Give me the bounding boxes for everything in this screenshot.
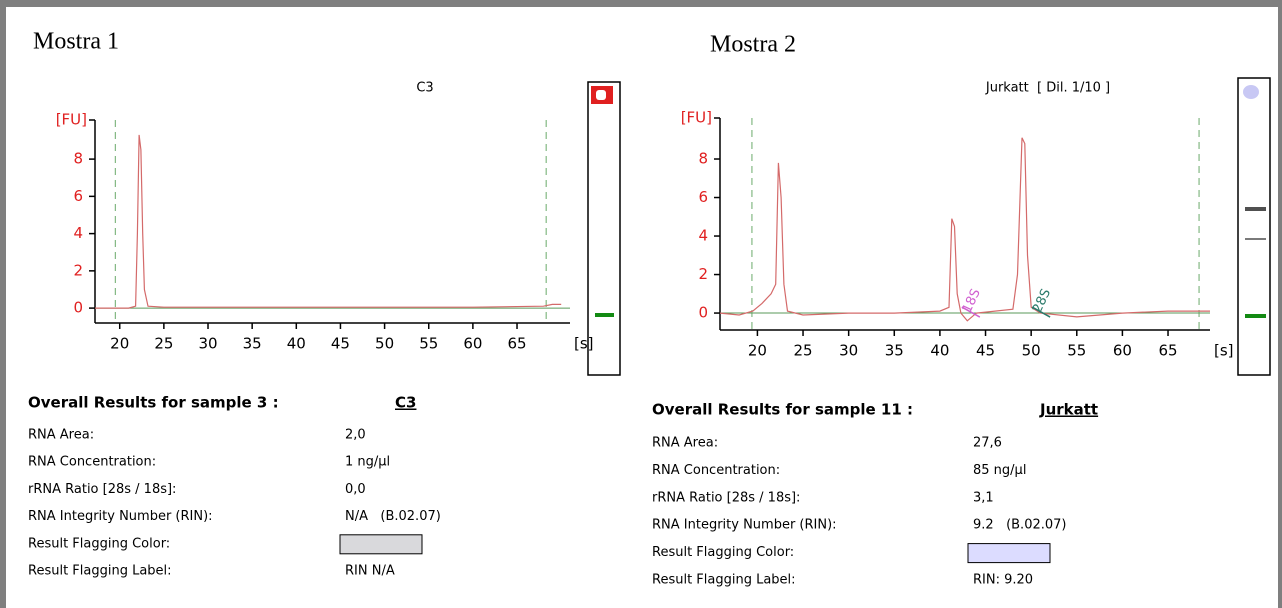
gel-band	[1245, 314, 1266, 318]
y-tick-label: 2	[698, 265, 708, 283]
chart-title: Jurkatt [ Dil. 1/10 ]	[985, 81, 1110, 96]
y-tick-label: 4	[698, 227, 708, 245]
x-tick-label: 40	[930, 342, 949, 360]
results-sample: Jurkatt	[1039, 401, 1098, 419]
x-tick-label: 20	[110, 335, 129, 353]
result-value: 3,1	[973, 490, 994, 505]
x-axis-label: [s]	[1214, 342, 1234, 360]
gel-band	[1245, 238, 1266, 240]
flag-color	[968, 544, 1050, 563]
x-tick-label: 25	[154, 335, 173, 353]
result-label: RNA Integrity Number (RIN):	[652, 518, 837, 533]
result-label: RNA Concentration:	[28, 455, 156, 470]
results-title: Overall Results for sample 11 :	[652, 401, 913, 419]
y-tick-label: 8	[698, 150, 708, 168]
y-tick-label: 2	[73, 261, 83, 279]
result-label: Result Flagging Color:	[652, 545, 794, 560]
result-label: Result Flagging Color:	[28, 536, 170, 551]
result-value: RIN: 9.20	[973, 573, 1033, 588]
panel-label: Mostra 1	[33, 29, 119, 55]
results-title: Overall Results for sample 3 :	[28, 394, 279, 412]
flag-color	[340, 535, 422, 554]
result-value: 27,6	[973, 436, 1002, 451]
x-tick-label: 65	[507, 335, 526, 353]
x-tick-label: 50	[375, 335, 394, 353]
gel-lane	[588, 82, 620, 375]
result-value: 0,0	[345, 482, 366, 497]
x-tick-label: 35	[885, 342, 904, 360]
x-tick-label: 55	[1067, 342, 1086, 360]
y-tick-label: 8	[73, 150, 83, 168]
result-label: rRNA Ratio [28s / 18s]:	[652, 490, 800, 505]
x-tick-label: 30	[198, 335, 217, 353]
gel-band	[595, 313, 614, 317]
result-value: N/A (B.02.07)	[345, 509, 441, 524]
result-label: rRNA Ratio [28s / 18s]:	[28, 482, 176, 497]
y-tick-label: 6	[698, 188, 708, 206]
y-tick-label: 0	[73, 299, 83, 317]
x-tick-label: 60	[463, 335, 482, 353]
result-value: RIN N/A	[345, 564, 395, 579]
y-tick-label: 6	[73, 187, 83, 205]
x-tick-label: 45	[976, 342, 995, 360]
chart-title: C3	[416, 81, 433, 96]
screen: Mostra 1 Overall Results for sample 3 : C3…	[0, 0, 1282, 608]
y-axis-label: [FU]	[56, 111, 87, 129]
gel-band	[596, 90, 606, 100]
x-tick-label: 35	[243, 335, 262, 353]
result-value: 85 ng/µl	[973, 463, 1026, 478]
result-label: RNA Concentration:	[652, 463, 780, 478]
y-tick-label: 4	[73, 224, 83, 242]
x-tick-label: 40	[287, 335, 306, 353]
border-top	[0, 0, 1282, 7]
gel-band	[1245, 207, 1266, 211]
result-value: 9.2 (B.02.07)	[973, 518, 1066, 533]
x-tick-label: 30	[839, 342, 858, 360]
result-value: 1 ng/µl	[345, 455, 390, 470]
x-tick-label: 50	[1022, 342, 1041, 360]
x-tick-label: 25	[793, 342, 812, 360]
y-tick-label: 0	[698, 304, 708, 322]
result-label: Result Flagging Label:	[28, 564, 172, 579]
x-tick-label: 65	[1158, 342, 1177, 360]
x-tick-label: 20	[748, 342, 767, 360]
gel-lane	[1238, 78, 1270, 375]
result-label: RNA Area:	[652, 436, 718, 451]
y-axis-label: [FU]	[681, 109, 712, 127]
result-label: Result Flagging Label:	[652, 573, 796, 588]
panel-label: Mostra 2	[710, 32, 796, 58]
page: Mostra 1 Overall Results for sample 3 : C3…	[0, 0, 1282, 608]
border-left	[0, 0, 6, 608]
result-value: 2,0	[345, 428, 366, 443]
gel-band	[1243, 85, 1259, 99]
result-label: RNA Integrity Number (RIN):	[28, 509, 213, 524]
x-axis-label: [s]	[574, 335, 594, 353]
x-tick-label: 45	[331, 335, 350, 353]
result-label: RNA Area:	[28, 428, 94, 443]
border-right	[1278, 0, 1282, 608]
results-sample: C3	[395, 394, 416, 412]
x-tick-label: 60	[1113, 342, 1132, 360]
x-tick-label: 55	[419, 335, 438, 353]
